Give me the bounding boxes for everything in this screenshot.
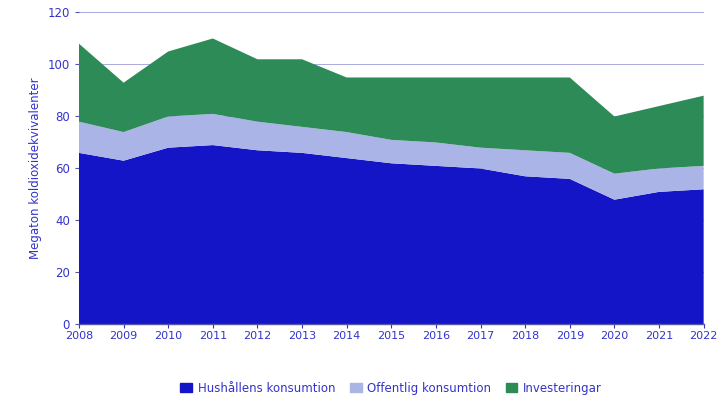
Y-axis label: Megaton koldioxidekvivalenter: Megaton koldioxidekvivalenter	[29, 78, 42, 259]
Legend: Hushållens konsumtion, Offentlig konsumtion, Investeringar: Hushållens konsumtion, Offentlig konsumt…	[176, 377, 607, 400]
